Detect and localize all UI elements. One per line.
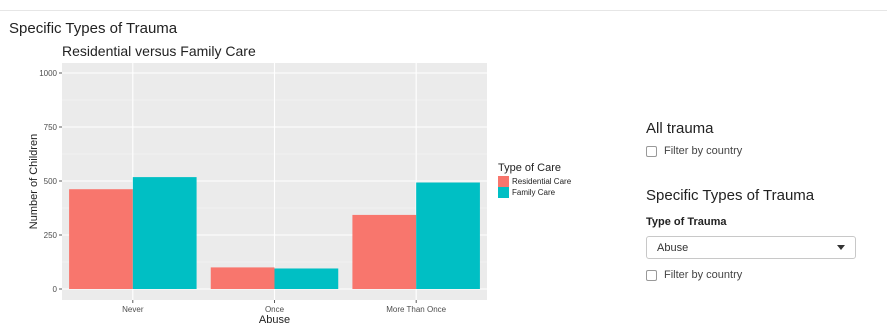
x-tick-label: Once [265, 305, 285, 314]
legend-key [498, 176, 509, 187]
chart-area: Residential versus Family Care 0 250 500 750… [0, 38, 600, 325]
bar-family-care [132, 177, 197, 289]
specific-trauma-filter-checkbox[interactable]: Filter by country [646, 269, 866, 281]
checkbox-icon[interactable] [646, 145, 657, 157]
controls-panel: All trauma Filter by country Specific Ty… [646, 120, 866, 281]
bar-chart: Residential versus Family Care 0 250 500 750… [28, 43, 572, 325]
specific-trauma-heading: Specific Types of Trauma [646, 187, 815, 204]
x-axis-label: Abuse [259, 314, 290, 325]
checkbox-icon[interactable] [646, 269, 657, 281]
all-trauma-filter-checkbox[interactable]: Filter by country [646, 145, 866, 157]
bar-residential-care [69, 189, 133, 289]
legend-label: Residential Care [512, 177, 572, 186]
trauma-type-selected-value: Abuse [657, 241, 689, 254]
section-title: Specific Types of Trauma [9, 20, 178, 37]
trauma-type-select[interactable]: Abuse [646, 236, 856, 259]
legend-title: Type of Care [498, 162, 561, 174]
all-trauma-heading: All trauma [646, 120, 714, 137]
chevron-down-icon[interactable] [837, 245, 845, 250]
bar-residential-care [210, 267, 275, 289]
bar-family-care [416, 182, 480, 289]
bar-residential-care [352, 214, 417, 289]
y-tick-label: 1000 [39, 69, 57, 78]
x-tick-label: Never [122, 305, 144, 314]
y-tick-label: 500 [44, 177, 58, 186]
y-tick-label: 250 [44, 231, 58, 240]
trauma-type-label: Type of Trauma [646, 216, 727, 228]
chart-title: Residential versus Family Care [62, 43, 256, 59]
y-axis-label: Number of Children [28, 134, 40, 229]
y-tick-label: 750 [44, 123, 58, 132]
all-trauma-filter-label: Filter by country [664, 145, 743, 157]
top-bar [0, 0, 887, 11]
legend-key [498, 187, 509, 198]
bar-family-care [274, 268, 339, 289]
y-tick-label: 0 [53, 285, 58, 294]
x-tick-label: More Than Once [386, 305, 446, 314]
legend-label: Family Care [512, 188, 556, 197]
specific-trauma-filter-label: Filter by country [664, 269, 743, 281]
